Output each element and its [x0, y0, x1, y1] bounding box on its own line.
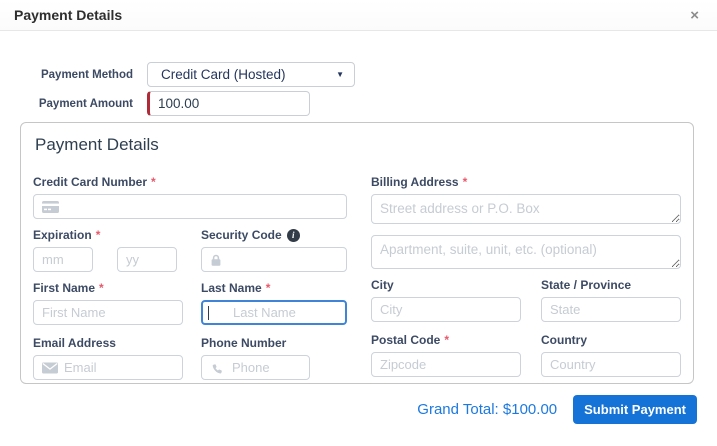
- modal-title: Payment Details: [14, 7, 123, 23]
- panel-heading: Payment Details: [35, 135, 159, 154]
- credit-card-icon: [42, 200, 59, 213]
- security-code-label: Security Code i: [201, 228, 347, 242]
- required-asterisk: *: [444, 333, 450, 347]
- credit-card-number-input[interactable]: [33, 194, 347, 219]
- payment-top-form: Payment Method Credit Card (Hosted) ▼ Pa…: [0, 62, 355, 120]
- last-name-input[interactable]: [201, 300, 347, 325]
- payment-amount-label: Payment Amount: [38, 97, 133, 110]
- email-input[interactable]: [33, 355, 183, 380]
- grand-total-label: Grand Total:: [417, 401, 499, 418]
- info-icon[interactable]: i: [286, 228, 300, 242]
- required-asterisk: *: [151, 175, 156, 189]
- payment-method-value: Credit Card (Hosted): [161, 67, 286, 82]
- envelope-icon: [42, 362, 58, 373]
- card-fields-column: Credit Card Number * Expiration *: [33, 175, 347, 380]
- required-asterisk: *: [462, 175, 468, 189]
- expiration-label: Expiration *: [33, 228, 101, 242]
- last-name-label: Last Name *: [201, 281, 271, 295]
- required-asterisk: *: [99, 281, 104, 295]
- expiration-year-input[interactable]: [117, 247, 177, 272]
- grand-total-value: $100.00: [502, 401, 558, 418]
- phone-icon: [210, 361, 223, 374]
- billing-address-input[interactable]: [371, 194, 681, 224]
- country-input[interactable]: [541, 352, 681, 377]
- submit-payment-button[interactable]: Submit Payment: [573, 395, 697, 424]
- close-icon[interactable]: ×: [690, 6, 699, 24]
- required-asterisk: *: [265, 281, 271, 295]
- address-line2-input[interactable]: [371, 235, 681, 269]
- modal-footer: Grand Total: $100.00 Submit Payment: [417, 395, 697, 424]
- postal-code-input[interactable]: [371, 352, 521, 377]
- required-asterisk: *: [95, 228, 101, 242]
- payment-amount-input[interactable]: [147, 91, 310, 116]
- state-province-label: State / Province: [541, 278, 632, 292]
- email-address-label: Email Address: [33, 336, 116, 350]
- first-name-label: First Name *: [33, 281, 104, 295]
- payment-details-panel: Payment Details Credit Card Number * Exp…: [20, 122, 694, 384]
- country-label: Country: [541, 333, 587, 347]
- modal-header: Payment Details ×: [0, 0, 717, 31]
- first-name-input[interactable]: [33, 300, 183, 325]
- lock-icon: [210, 253, 222, 266]
- chevron-down-icon: ▼: [336, 70, 344, 79]
- billing-address-label: Billing Address *: [371, 175, 468, 189]
- grand-total: Grand Total: $100.00: [417, 401, 557, 418]
- phone-number-label: Phone Number: [201, 336, 287, 350]
- text-caret: [208, 305, 209, 320]
- city-label: City: [371, 278, 394, 292]
- credit-card-number-label: Credit Card Number *: [33, 175, 156, 189]
- security-code-input[interactable]: [201, 247, 347, 272]
- city-input[interactable]: [371, 297, 521, 322]
- payment-method-select[interactable]: Credit Card (Hosted) ▼: [147, 62, 355, 87]
- payment-method-label: Payment Method: [40, 68, 133, 81]
- phone-input[interactable]: [201, 355, 310, 380]
- expiration-month-input[interactable]: [33, 247, 93, 272]
- state-input[interactable]: [541, 297, 681, 322]
- postal-code-label: Postal Code *: [371, 333, 450, 347]
- billing-fields-column: Billing Address * City State / Province: [371, 175, 681, 380]
